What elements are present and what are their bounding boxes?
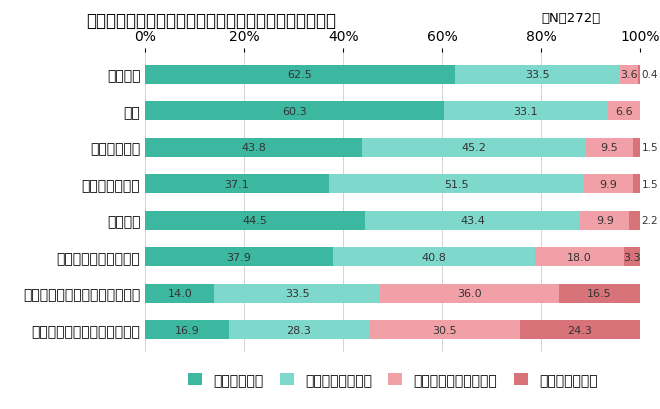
Text: 33.5: 33.5 — [525, 70, 550, 80]
Bar — [145, 102, 444, 121]
Bar — [586, 138, 633, 157]
Bar — [145, 65, 455, 85]
Text: 28.3: 28.3 — [286, 325, 312, 335]
Bar — [444, 102, 607, 121]
Bar — [607, 102, 640, 121]
Bar — [329, 175, 583, 194]
Text: 16.9: 16.9 — [175, 325, 199, 335]
Text: 43.4: 43.4 — [461, 216, 485, 226]
Text: （N＝272）: （N＝272） — [541, 12, 601, 25]
Text: 33.1: 33.1 — [513, 106, 538, 117]
Bar — [229, 320, 369, 339]
Text: 40.8: 40.8 — [421, 252, 446, 262]
Text: 16.5: 16.5 — [587, 288, 612, 299]
Text: 37.1: 37.1 — [224, 179, 249, 189]
Bar — [520, 320, 640, 339]
Bar — [535, 247, 624, 267]
Bar — [145, 284, 214, 303]
Bar — [369, 320, 520, 339]
Text: 30.5: 30.5 — [432, 325, 457, 335]
Bar — [455, 65, 620, 85]
Text: 3.3: 3.3 — [623, 252, 641, 262]
Bar — [629, 211, 640, 230]
Text: 派遣先企業を決めるとき、業務内容以外で優先したもの: 派遣先企業を決めるとき、業務内容以外で優先したもの — [86, 12, 336, 30]
Bar — [145, 211, 366, 230]
Text: 62.5: 62.5 — [288, 70, 312, 80]
Text: 43.8: 43.8 — [241, 143, 266, 153]
Text: 9.9: 9.9 — [596, 216, 614, 226]
Text: 1.5: 1.5 — [642, 143, 658, 153]
Bar — [380, 284, 558, 303]
Text: 0.4: 0.4 — [642, 70, 658, 80]
Bar — [145, 138, 362, 157]
Bar — [558, 284, 640, 303]
Text: 36.0: 36.0 — [457, 288, 482, 299]
Text: 18.0: 18.0 — [567, 252, 591, 262]
Text: 9.5: 9.5 — [601, 143, 618, 153]
Bar — [633, 175, 640, 194]
Bar — [366, 211, 580, 230]
Bar — [624, 247, 640, 267]
Text: 2.2: 2.2 — [642, 216, 658, 226]
Text: 9.9: 9.9 — [599, 179, 617, 189]
Bar — [362, 138, 585, 157]
Bar — [580, 211, 629, 230]
Bar — [620, 65, 638, 85]
Text: 3.6: 3.6 — [620, 70, 638, 80]
Bar — [214, 284, 380, 303]
Text: 60.3: 60.3 — [282, 106, 307, 117]
Bar — [583, 175, 633, 194]
Legend: 重視している, やや重視している, あまり重視していない, 重視していない: 重視している, やや重視している, あまり重視していない, 重視していない — [182, 368, 603, 393]
Bar — [145, 175, 329, 194]
Text: 44.5: 44.5 — [243, 216, 268, 226]
Bar — [145, 320, 229, 339]
Text: 1.5: 1.5 — [642, 179, 658, 189]
Text: 6.6: 6.6 — [615, 106, 633, 117]
Text: 51.5: 51.5 — [444, 179, 469, 189]
Bar — [145, 247, 333, 267]
Text: 24.3: 24.3 — [568, 325, 593, 335]
Text: 14.0: 14.0 — [168, 288, 192, 299]
Bar — [333, 247, 535, 267]
Text: 33.5: 33.5 — [285, 288, 310, 299]
Text: 37.9: 37.9 — [226, 252, 251, 262]
Text: 45.2: 45.2 — [461, 143, 486, 153]
Bar — [638, 65, 640, 85]
Bar — [633, 138, 640, 157]
